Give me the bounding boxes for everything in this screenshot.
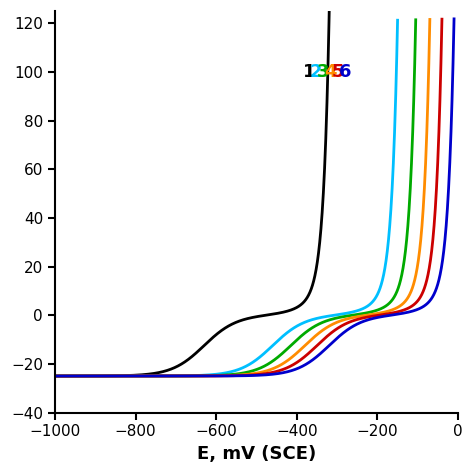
Text: 4: 4 [324,63,337,81]
Text: 1: 1 [303,63,315,81]
Text: 6: 6 [339,63,351,81]
Text: 2: 2 [310,63,322,81]
X-axis label: E, mV (SCE): E, mV (SCE) [197,445,316,463]
Text: 3: 3 [317,63,330,81]
Text: 5: 5 [332,63,344,81]
